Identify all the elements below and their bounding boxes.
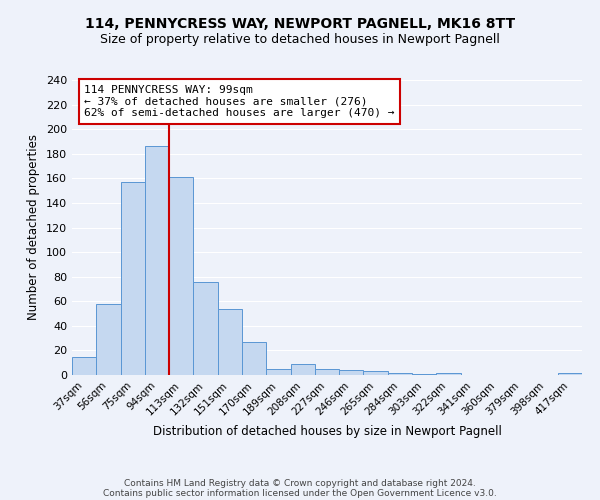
Bar: [242, 342, 266, 375]
Bar: [339, 370, 364, 375]
Y-axis label: Number of detached properties: Number of detached properties: [28, 134, 40, 320]
Bar: [315, 369, 339, 375]
Bar: [364, 372, 388, 375]
Bar: [169, 177, 193, 375]
X-axis label: Distribution of detached houses by size in Newport Pagnell: Distribution of detached houses by size …: [152, 425, 502, 438]
Bar: [121, 182, 145, 375]
Text: Contains public sector information licensed under the Open Government Licence v3: Contains public sector information licen…: [103, 488, 497, 498]
Bar: [145, 146, 169, 375]
Text: 114 PENNYCRESS WAY: 99sqm
← 37% of detached houses are smaller (276)
62% of semi: 114 PENNYCRESS WAY: 99sqm ← 37% of detac…: [84, 85, 395, 118]
Text: 114, PENNYCRESS WAY, NEWPORT PAGNELL, MK16 8TT: 114, PENNYCRESS WAY, NEWPORT PAGNELL, MK…: [85, 18, 515, 32]
Bar: [218, 308, 242, 375]
Text: Contains HM Land Registry data © Crown copyright and database right 2024.: Contains HM Land Registry data © Crown c…: [124, 478, 476, 488]
Bar: [266, 369, 290, 375]
Bar: [193, 282, 218, 375]
Text: Size of property relative to detached houses in Newport Pagnell: Size of property relative to detached ho…: [100, 32, 500, 46]
Bar: [412, 374, 436, 375]
Bar: [290, 364, 315, 375]
Bar: [558, 372, 582, 375]
Bar: [72, 356, 96, 375]
Bar: [436, 372, 461, 375]
Bar: [388, 372, 412, 375]
Bar: [96, 304, 121, 375]
